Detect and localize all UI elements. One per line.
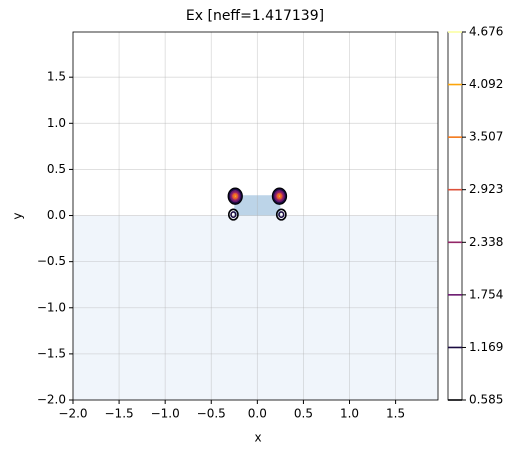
contour-line [277,194,282,199]
contour-line [228,208,239,221]
x-tick-label: 0.5 [294,407,313,421]
colorbar-tick-label: 0.585 [469,393,503,407]
contour-line [275,208,287,221]
contour-line [271,187,288,205]
colorbar-tick-label: 1.754 [469,287,503,301]
x-tick-label: 1.0 [340,407,359,421]
colorbar-tick-label: 3.507 [469,130,503,144]
x-tick-label: −2.0 [58,407,87,421]
contour-line [278,211,285,219]
contour-line [275,191,284,201]
colorbar-tick-label: 2.338 [469,235,503,249]
x-tick-label: 0.0 [248,407,267,421]
waveguide-core [234,195,281,216]
contour-line [233,194,238,199]
colorbar-tick-label: 4.676 [469,25,503,39]
contour-line [227,187,243,205]
chart-title: Ex [neff=1.417139] [186,8,324,24]
y-tick-label: 1.5 [47,70,66,84]
contour-line [232,192,239,200]
colorbar-tick-label: 4.092 [469,77,503,91]
x-tick-label: 1.5 [386,407,405,421]
y-tick-label: 1.0 [47,116,66,130]
contour-line [276,192,283,200]
contour-line [272,188,286,204]
substrate [73,215,438,400]
y-tick-label: −2.0 [37,393,66,407]
y-axis-label: y [11,212,25,219]
plot-frame [72,31,439,401]
x-tick-label: −1.5 [105,407,134,421]
colorbar-tick-label: 1.169 [469,340,503,354]
x-tick-label: −1.0 [151,407,180,421]
contour-line [230,211,237,219]
y-tick-label: −1.5 [37,346,66,360]
y-tick-label: −1.0 [37,300,66,314]
contour-line [229,190,241,203]
y-tick-label: 0.0 [47,208,66,222]
colorbar-frame [447,31,463,401]
x-axis-label: x [254,431,261,445]
contour-line [230,191,240,201]
y-tick-label: 0.5 [47,162,66,176]
contour-line [274,190,285,203]
colorbar-tick-label: 2.923 [469,182,503,196]
x-tick-label: −0.5 [197,407,226,421]
y-tick-label: −0.5 [37,254,66,268]
contour-line [228,188,242,204]
